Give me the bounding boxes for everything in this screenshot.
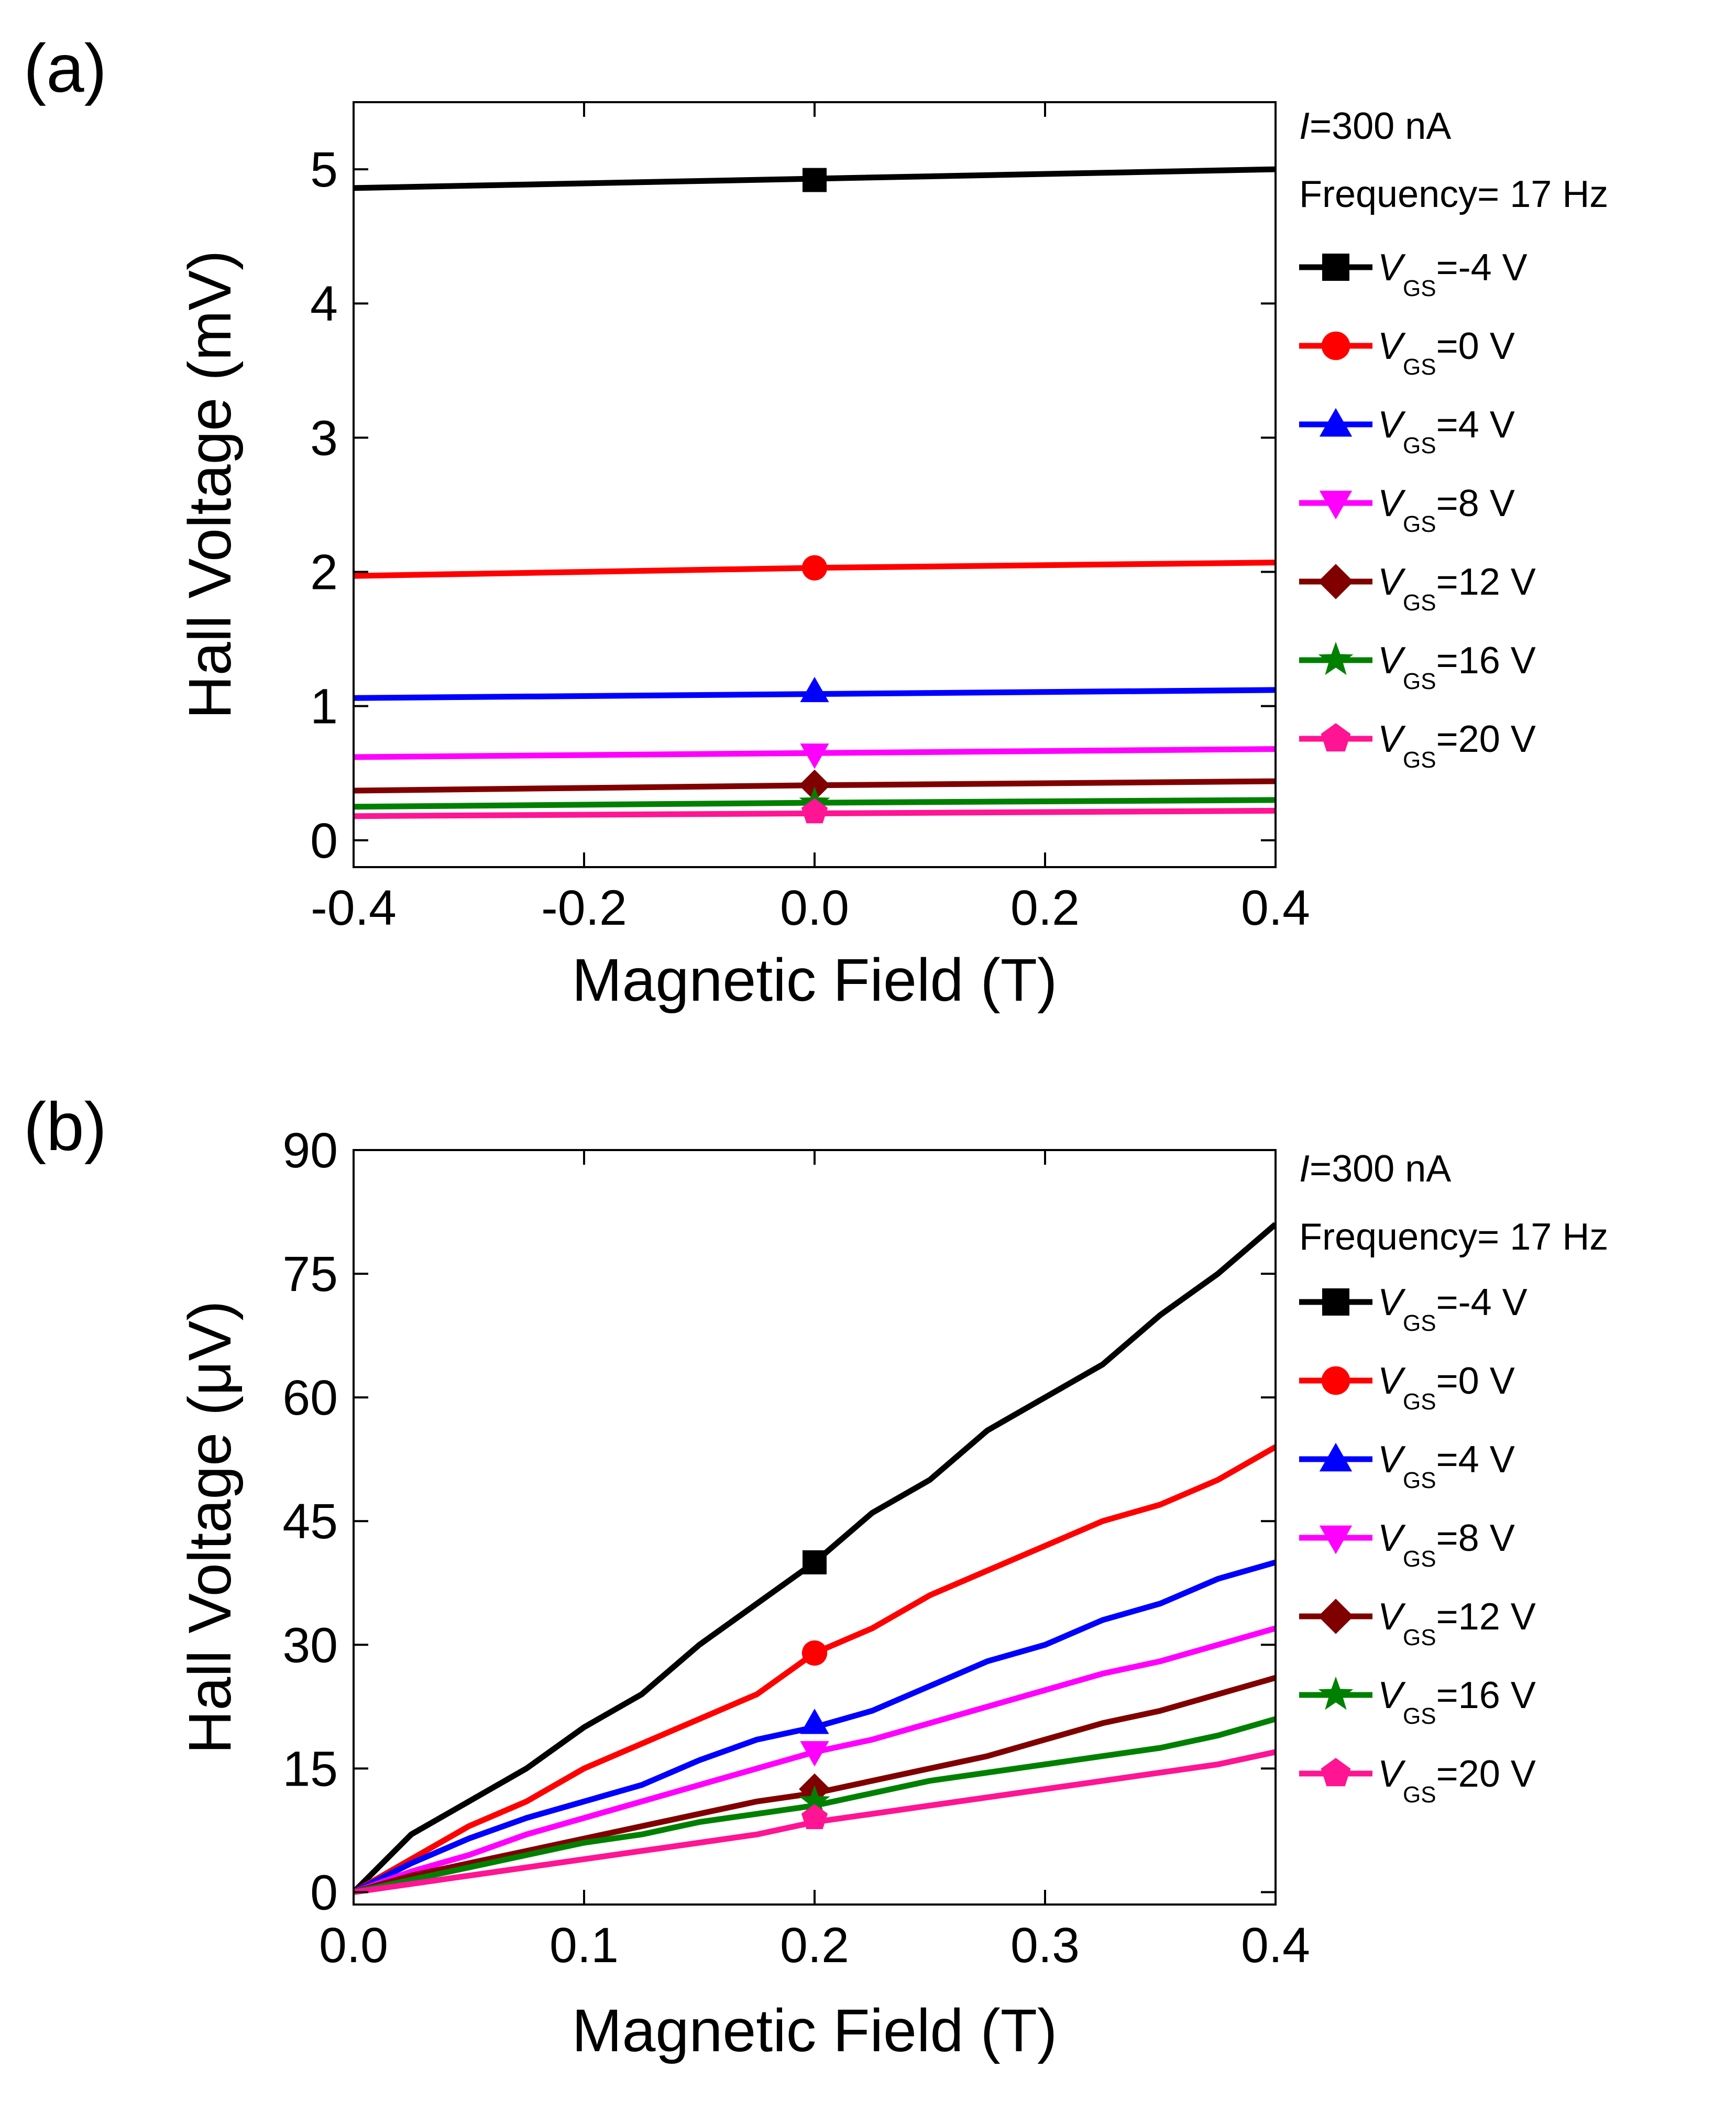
series-marker-2	[800, 1709, 829, 1734]
y-tick-label: 90	[282, 1123, 338, 1178]
x-axis-label: Magnetic Field (T)	[572, 1997, 1058, 2064]
annotation-text: Frequency= 17 Hz	[1299, 1216, 1608, 1258]
x-axis-label: Magnetic Field (T)	[572, 947, 1058, 1014]
legend-item: VGS=20 V	[1299, 1753, 1536, 1808]
legend-item: VGS=12 V	[1299, 1596, 1536, 1650]
legend-marker	[1321, 331, 1350, 360]
legend-label: VGS=16 V	[1378, 1675, 1536, 1729]
panel-label: (b)	[24, 1088, 107, 1165]
legend-label: VGS=4 V	[1378, 404, 1515, 458]
annotation-text: I=300 nA	[1299, 105, 1451, 147]
legend-label: VGS=20 V	[1378, 1753, 1536, 1808]
legend-item: VGS=8 V	[1299, 1517, 1515, 1572]
y-tick-label: 1	[310, 679, 338, 735]
legend-marker	[1318, 1676, 1354, 1710]
legend-item: VGS=12 V	[1299, 561, 1536, 616]
legend-marker	[1319, 490, 1353, 520]
series-marker-5	[799, 1785, 830, 1815]
legend-marker	[1318, 1599, 1354, 1634]
x-tick-label: 0.0	[319, 1918, 388, 1973]
panel-b: (b) 0.0 0.1 0.2 0.3 0.4 0 15 30 45 60 75 90 Magnetic …	[24, 1088, 1608, 2064]
legend-marker	[1318, 641, 1354, 675]
legend-label: VGS=16 V	[1378, 640, 1536, 694]
series-marker-1	[801, 1640, 828, 1666]
x-tick-label: 0.0	[780, 880, 849, 936]
y-tick-label: 4	[310, 276, 338, 332]
legend-marker	[1322, 254, 1349, 281]
y-tick-label: 5	[310, 142, 338, 198]
legend-item: VGS=-4 V	[1299, 247, 1528, 301]
legend-item: VGS=4 V	[1299, 1439, 1515, 1493]
x-tick-label: 0.4	[1241, 1918, 1310, 1973]
legend-label: VGS=-4 V	[1378, 247, 1528, 301]
series-marker-4	[799, 769, 830, 801]
series-marker-0	[803, 168, 827, 192]
legend-item: VGS=0 V	[1299, 1360, 1515, 1415]
y-axis-label: Hall Voltage (mV)	[177, 250, 244, 719]
legend-marker	[1318, 564, 1354, 599]
series-marker-0	[803, 1550, 827, 1574]
annotation-text: Frequency= 17 Hz	[1299, 173, 1608, 215]
panel-a: (a) -0.4 -0.2 0.0 0.2 0.4 0 1 2 3 4 5 Magnetic Field…	[24, 30, 1608, 1014]
y-tick-label: 3	[310, 410, 338, 466]
legend-marker	[1319, 1442, 1353, 1472]
legend-marker	[1321, 1758, 1351, 1787]
legend-label: VGS=4 V	[1378, 1439, 1515, 1493]
legend-marker	[1322, 1288, 1349, 1316]
x-tick-label: 0.1	[550, 1918, 619, 1973]
legend-item: VGS=4 V	[1299, 404, 1515, 458]
series-marker-1	[801, 555, 828, 581]
legend-item: VGS=16 V	[1299, 1675, 1536, 1729]
legend-marker	[1321, 1366, 1350, 1395]
x-tick-label: 0.3	[1010, 1918, 1080, 1973]
x-tick-label: 0.2	[780, 1918, 849, 1973]
y-tick-label: 45	[282, 1494, 338, 1549]
legend-item: VGS=0 V	[1299, 325, 1515, 380]
x-tick-label: 0.2	[1010, 880, 1080, 936]
series-marker-2	[800, 676, 829, 703]
legend-label: VGS=8 V	[1378, 1517, 1515, 1572]
y-tick-label: 0	[310, 813, 338, 869]
legend-label: VGS=8 V	[1378, 483, 1515, 537]
legend-item: VGS=16 V	[1299, 640, 1536, 694]
y-tick-label: 0	[310, 1865, 338, 1920]
series-marker-6	[801, 798, 828, 824]
legend-item: VGS=20 V	[1299, 718, 1536, 773]
annotation-text: I=300 nA	[1299, 1148, 1451, 1190]
x-tick-label: -0.4	[311, 880, 397, 936]
x-tick-label: -0.2	[541, 880, 627, 936]
legend-item: VGS=8 V	[1299, 483, 1515, 537]
series-marker-6	[801, 1804, 828, 1830]
y-tick-label: 15	[282, 1741, 338, 1797]
legend-label: VGS=20 V	[1378, 718, 1536, 773]
y-tick-label: 75	[282, 1246, 338, 1302]
legend-label: VGS=12 V	[1378, 561, 1536, 616]
series-marker-3	[800, 743, 829, 769]
series-marker-3	[800, 1741, 829, 1767]
legend-label: VGS=-4 V	[1378, 1282, 1528, 1336]
y-tick-label: 60	[282, 1370, 338, 1426]
legend-item: VGS=-4 V	[1299, 1282, 1528, 1336]
y-tick-label: 2	[310, 544, 338, 600]
plot-area	[354, 166, 1276, 819]
legend-label: VGS=12 V	[1378, 1596, 1536, 1650]
legend-marker	[1321, 723, 1351, 752]
y-tick-label: 30	[282, 1617, 338, 1673]
legend-label: VGS=0 V	[1378, 1360, 1515, 1415]
legend-marker	[1319, 1525, 1353, 1555]
legend-label: VGS=0 V	[1378, 325, 1515, 380]
x-tick-label: 0.4	[1241, 880, 1310, 936]
y-axis-label: Hall Voltage (μV)	[177, 1300, 244, 1754]
legend-marker	[1319, 408, 1353, 437]
panel-label: (a)	[24, 30, 107, 106]
